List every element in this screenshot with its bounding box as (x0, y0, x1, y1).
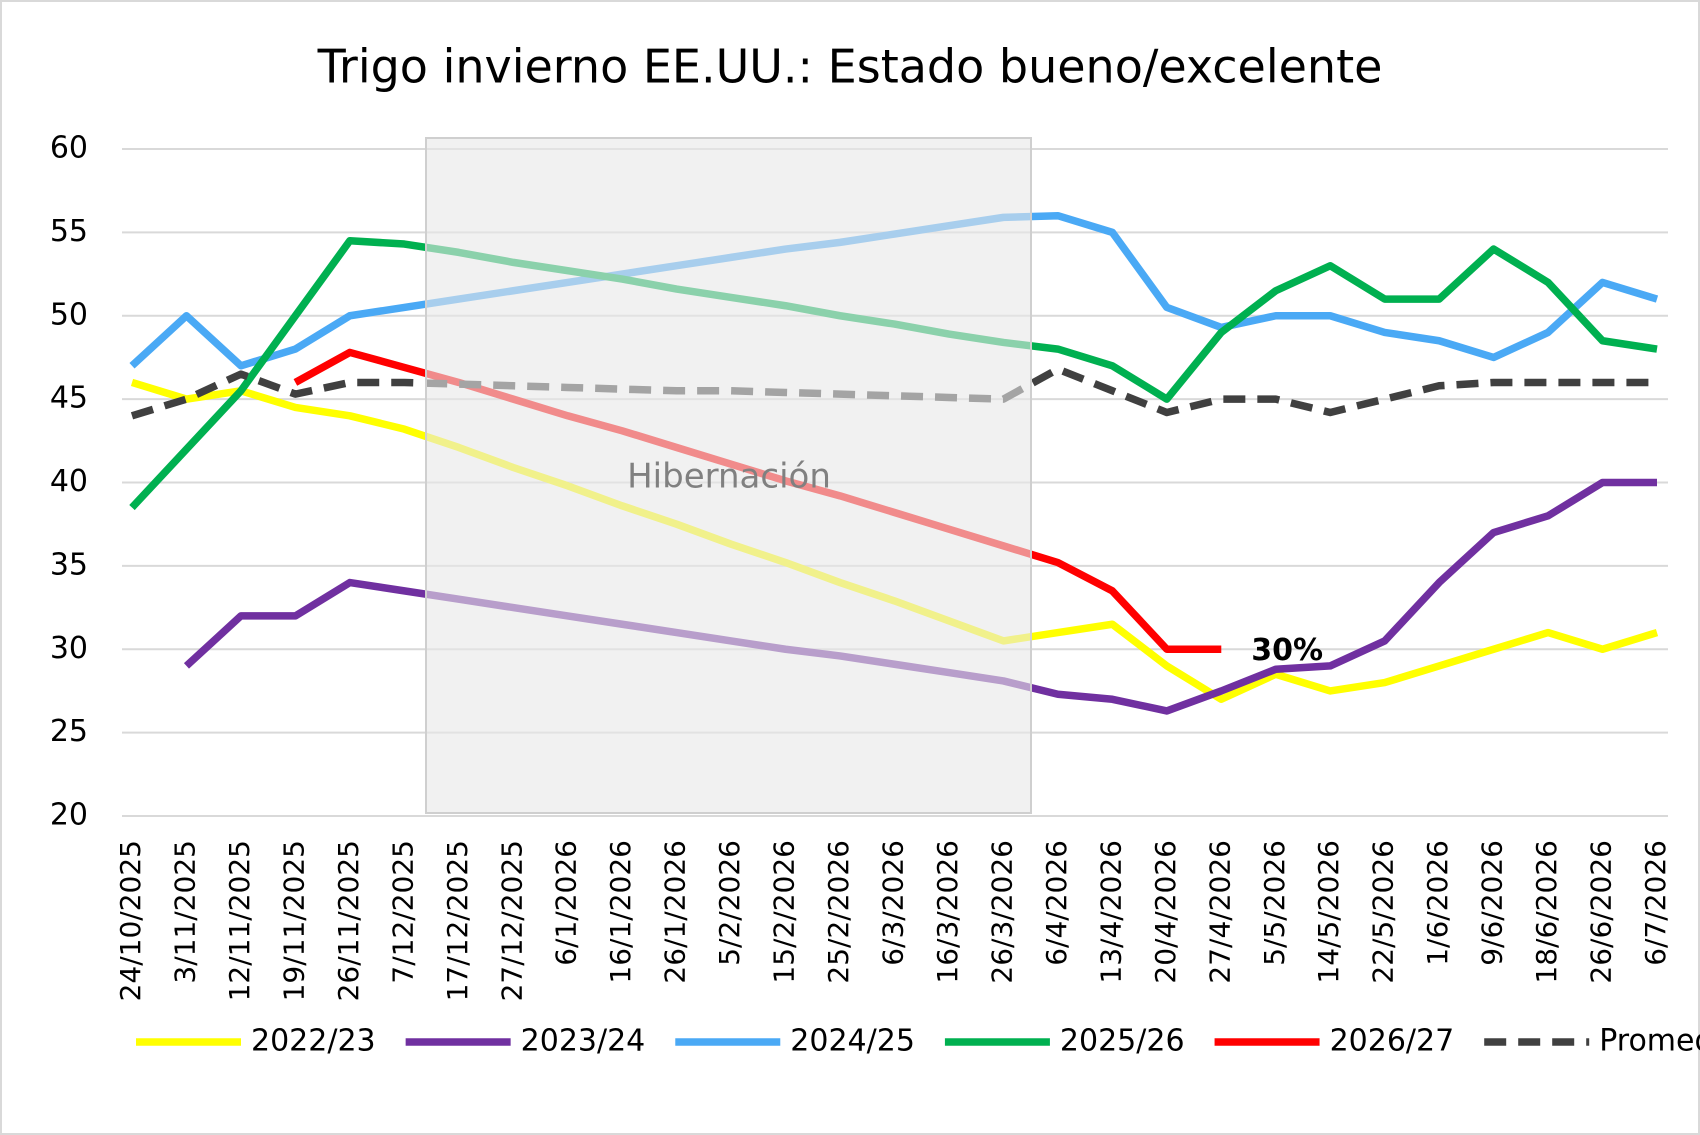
legend-label: 2026/27 (1330, 1024, 1455, 1059)
y-tick-label: 20 (50, 798, 88, 833)
grid: 20 25 30 35 40 45 50 55 60 24/10/2025 3/11/2025 12/… (50, 131, 1672, 1002)
x-tick-label: 5/2/2026 (713, 840, 746, 966)
x-tick-label: 22/5/2026 (1367, 840, 1400, 984)
y-tick-label: 25 (50, 714, 88, 749)
x-tick-label: 18/6/2026 (1530, 840, 1563, 984)
x-tick-label: 26/1/2026 (659, 840, 692, 984)
hibernation-region (425, 137, 1032, 814)
x-tick-label: 12/11/2025 (223, 840, 256, 1001)
x-tick-label: 25/2/2026 (822, 840, 855, 984)
data-label: 30% (1251, 633, 1323, 668)
legend-label: 2024/25 (790, 1024, 915, 1059)
x-tick-label: 16/1/2026 (604, 840, 637, 984)
x-tick-label: 6/3/2026 (877, 840, 910, 966)
x-tick-label: 26/3/2026 (985, 840, 1018, 984)
x-tick-label: 26/11/2025 (332, 840, 365, 1001)
x-tick-label: 19/11/2025 (277, 840, 310, 1001)
x-tick-label: 16/3/2026 (931, 840, 964, 984)
x-tick-label: 20/4/2026 (1149, 840, 1182, 984)
y-tick-label: 50 (50, 297, 88, 332)
legend-label: 2022/23 (251, 1024, 376, 1059)
y-tick-label: 55 (50, 214, 88, 249)
series-line (130, 365, 1657, 420)
overlay: 30% 2022/23 2023/24 2024/25 2025/26 2026/27 Pr… (136, 633, 1700, 1059)
x-tick-label: 13/4/2026 (1094, 840, 1127, 984)
y-tick-label: 35 (50, 547, 88, 582)
x-tick-label: 24/10/2025 (114, 840, 147, 1001)
x-tick-label: 7/12/2025 (386, 840, 419, 984)
x-tick-label: 15/2/2026 (768, 840, 801, 984)
y-tick-label: 45 (50, 381, 88, 416)
annotation: Hibernación (627, 457, 831, 497)
legend-label: Promedio (1599, 1024, 1700, 1059)
x-tick-label: 6/1/2026 (550, 840, 583, 966)
x-tick-label: 26/6/2026 (1585, 840, 1618, 984)
legend-label: 2023/24 (521, 1024, 646, 1059)
x-tick-label: 5/5/2026 (1258, 840, 1291, 966)
x-tick-label: 1/6/2026 (1421, 840, 1454, 966)
legend-label: 2025/26 (1060, 1024, 1185, 1059)
x-tick-label: 27/12/2025 (495, 840, 528, 1001)
y-tick-label: 30 (50, 631, 88, 666)
chart-title: Trigo invierno EE.UU.: Estado bueno/exce… (317, 40, 1383, 94)
x-tick-label: 3/11/2025 (168, 840, 201, 984)
x-tick-label: 6/4/2026 (1040, 840, 1073, 966)
x-tick-label: 27/4/2026 (1203, 840, 1236, 984)
y-tick-label: 40 (50, 464, 88, 499)
x-tick-label: 9/6/2026 (1476, 840, 1509, 966)
y-tick-label: 60 (50, 131, 88, 166)
x-tick-label: 17/12/2025 (441, 840, 474, 1001)
x-tick-label: 6/7/2026 (1639, 840, 1672, 966)
x-tick-label: 14/5/2026 (1312, 840, 1345, 984)
